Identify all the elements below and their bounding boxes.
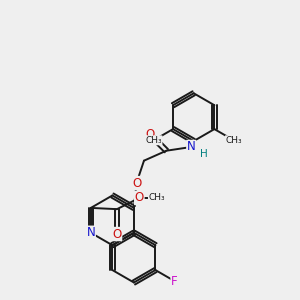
Text: O: O: [135, 191, 144, 205]
Text: CH₃: CH₃: [226, 136, 242, 145]
Text: N: N: [86, 226, 95, 239]
Text: O: O: [146, 128, 155, 141]
Text: CH₃: CH₃: [148, 194, 165, 202]
Text: N: N: [187, 140, 196, 154]
Text: CH₃: CH₃: [145, 136, 162, 145]
Text: O: O: [132, 176, 141, 190]
Text: F: F: [171, 274, 178, 287]
Text: H: H: [200, 149, 208, 159]
Text: O: O: [112, 227, 122, 241]
